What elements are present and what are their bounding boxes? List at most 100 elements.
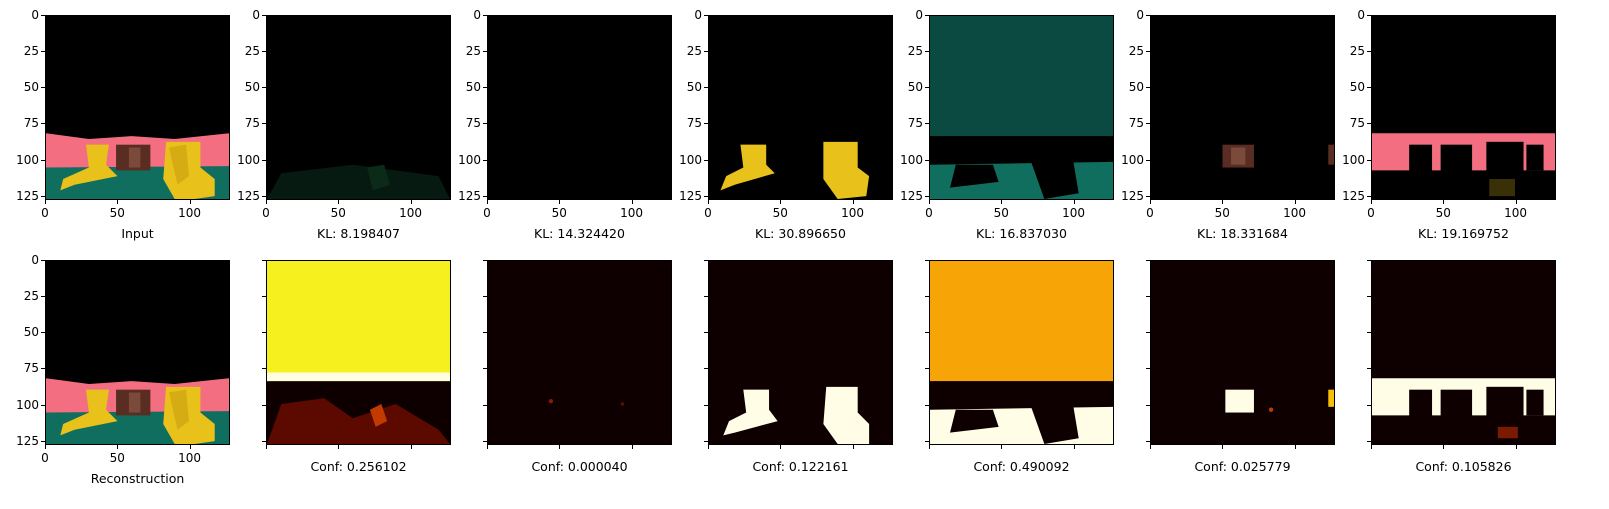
x-tick-label: 100: [399, 206, 422, 220]
y-tick-mark: [1367, 195, 1371, 197]
component-1-caption: KL: 8.198407: [317, 226, 400, 241]
component-5-plot: [1151, 16, 1334, 199]
x-tick-label: 100: [620, 206, 643, 220]
y-tick-mark: [704, 440, 708, 442]
y-tick-label: 125: [16, 433, 39, 448]
x-tick-mark: [117, 200, 119, 204]
conf-6-plot: [1372, 261, 1555, 444]
y-tick-label: 75: [1128, 116, 1144, 131]
conf-1-plot: [267, 261, 450, 444]
x-tick-mark: [852, 445, 854, 449]
y-tick-label: 25: [23, 289, 39, 304]
x-tick-mark: [708, 200, 709, 204]
conf-3-image: [708, 260, 893, 445]
x-tick-label: 0: [41, 206, 49, 220]
x-tick-label: 50: [993, 206, 1009, 220]
y-tick-mark: [1146, 51, 1150, 53]
x-tick-mark: [338, 445, 340, 449]
y-tick-label: 0: [31, 253, 39, 267]
y-tick-mark: [483, 260, 487, 261]
y-tick-mark: [1146, 87, 1150, 89]
y-tick-label: 25: [686, 44, 702, 59]
y-tick-mark: [262, 404, 266, 406]
y-tick-mark: [925, 123, 929, 125]
y-tick-mark: [925, 368, 929, 370]
x-tick-mark: [1371, 445, 1372, 449]
component-5-caption: KL: 18.331684: [1197, 226, 1288, 241]
y-tick-label: 125: [679, 188, 702, 203]
y-tick-mark: [41, 332, 45, 334]
y-tick-mark: [704, 159, 708, 161]
component-3-plot: [709, 16, 892, 199]
y-tick-mark: [1367, 159, 1371, 161]
y-tick-label: 75: [907, 116, 923, 131]
y-tick-mark: [483, 87, 487, 89]
x-tick-label: 50: [551, 206, 567, 220]
y-tick-mark: [262, 51, 266, 53]
x-tick-label: 0: [483, 206, 491, 220]
y-tick-label: 0: [31, 8, 39, 22]
y-tick-mark: [262, 296, 266, 298]
y-tick-mark: [483, 159, 487, 161]
conf-4-plot: [930, 261, 1113, 444]
x-tick-mark: [1515, 445, 1517, 449]
y-tick-mark: [262, 440, 266, 442]
x-tick-label: 50: [772, 206, 788, 220]
y-tick-mark: [704, 332, 708, 334]
conf-1-caption: Conf: 0.256102: [310, 459, 407, 474]
y-tick-mark: [1367, 332, 1371, 334]
x-tick-label: 0: [41, 451, 49, 465]
y-tick-mark: [262, 195, 266, 197]
x-tick-mark: [929, 200, 930, 204]
y-tick-mark: [704, 296, 708, 298]
y-tick-mark: [925, 15, 929, 16]
y-tick-mark: [41, 195, 45, 197]
y-tick-label: 125: [237, 188, 260, 203]
component-2-image: [487, 15, 672, 200]
input-image: [45, 15, 230, 200]
x-tick-mark: [1001, 200, 1003, 204]
input-plot: [46, 16, 229, 199]
y-tick-mark: [704, 195, 708, 197]
component-2-caption: KL: 14.324420: [534, 226, 625, 241]
y-tick-mark: [483, 15, 487, 16]
x-tick-mark: [1222, 200, 1224, 204]
y-tick-mark: [704, 260, 708, 261]
reconstruction-plot: [46, 261, 229, 444]
y-tick-mark: [1367, 404, 1371, 406]
y-tick-label: 75: [686, 116, 702, 131]
x-tick-mark: [1073, 200, 1075, 204]
y-tick-label: 50: [23, 325, 39, 340]
y-tick-label: 100: [16, 152, 39, 167]
y-tick-mark: [262, 332, 266, 334]
y-tick-label: 125: [458, 188, 481, 203]
x-tick-mark: [338, 200, 340, 204]
x-tick-mark: [1001, 445, 1003, 449]
y-tick-mark: [1146, 15, 1150, 16]
y-tick-label: 100: [237, 152, 260, 167]
y-tick-mark: [1367, 368, 1371, 370]
component-6-image: [1371, 15, 1556, 200]
x-tick-mark: [559, 200, 561, 204]
x-tick-label: 100: [1062, 206, 1085, 220]
x-tick-mark: [410, 445, 412, 449]
y-tick-mark: [925, 440, 929, 442]
component-5-image: [1150, 15, 1335, 200]
y-tick-mark: [262, 368, 266, 370]
conf-1-image: [266, 260, 451, 445]
y-tick-mark: [1367, 296, 1371, 298]
x-tick-label: 0: [262, 206, 270, 220]
y-tick-mark: [925, 404, 929, 406]
y-tick-mark: [483, 123, 487, 125]
y-tick-mark: [483, 404, 487, 406]
conf-4-image: [929, 260, 1114, 445]
x-tick-mark: [631, 200, 633, 204]
y-tick-label: 50: [465, 80, 481, 95]
x-tick-label: 50: [109, 206, 125, 220]
y-tick-mark: [41, 440, 45, 442]
x-tick-mark: [266, 445, 267, 449]
conf-5-caption: Conf: 0.025779: [1194, 459, 1291, 474]
y-tick-mark: [1146, 123, 1150, 125]
conf-6-image: [1371, 260, 1556, 445]
